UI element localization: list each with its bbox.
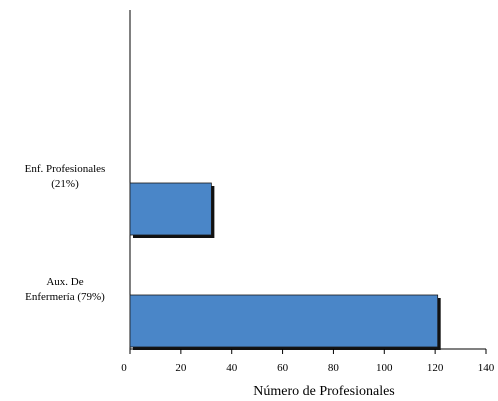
x-tick-label: 140 [478,362,495,374]
x-tick-label: 0 [121,362,127,374]
x-tick-label: 60 [277,362,289,374]
x-tick-label: 120 [427,362,444,374]
category-labels-group: Enf. Profesionales (21%) Aux. De Enfermería… [25,163,106,303]
x-axis-title: Número de Profesionales [253,384,395,399]
bar-0 [129,182,212,236]
bars-group [129,182,441,350]
category-label-1: Aux. De Enfermería (79%) [25,276,105,303]
category-label-line: Aux. De [46,276,83,288]
x-tick-label: 80 [328,362,340,374]
x-tick-label: 40 [226,362,238,374]
category-label-0: Enf. Profesionales (21%) [25,163,106,190]
x-tick-label: 20 [175,362,187,374]
category-label-line: (21%) [51,178,79,190]
x-ticks-group: 0 20 40 60 80 100 120 140 [121,349,495,374]
bar-1 [129,294,439,348]
x-tick-label: 100 [376,362,393,374]
category-label-line: Enfermería (79%) [25,291,105,303]
category-label-line: Enf. Profesionales [25,163,106,175]
